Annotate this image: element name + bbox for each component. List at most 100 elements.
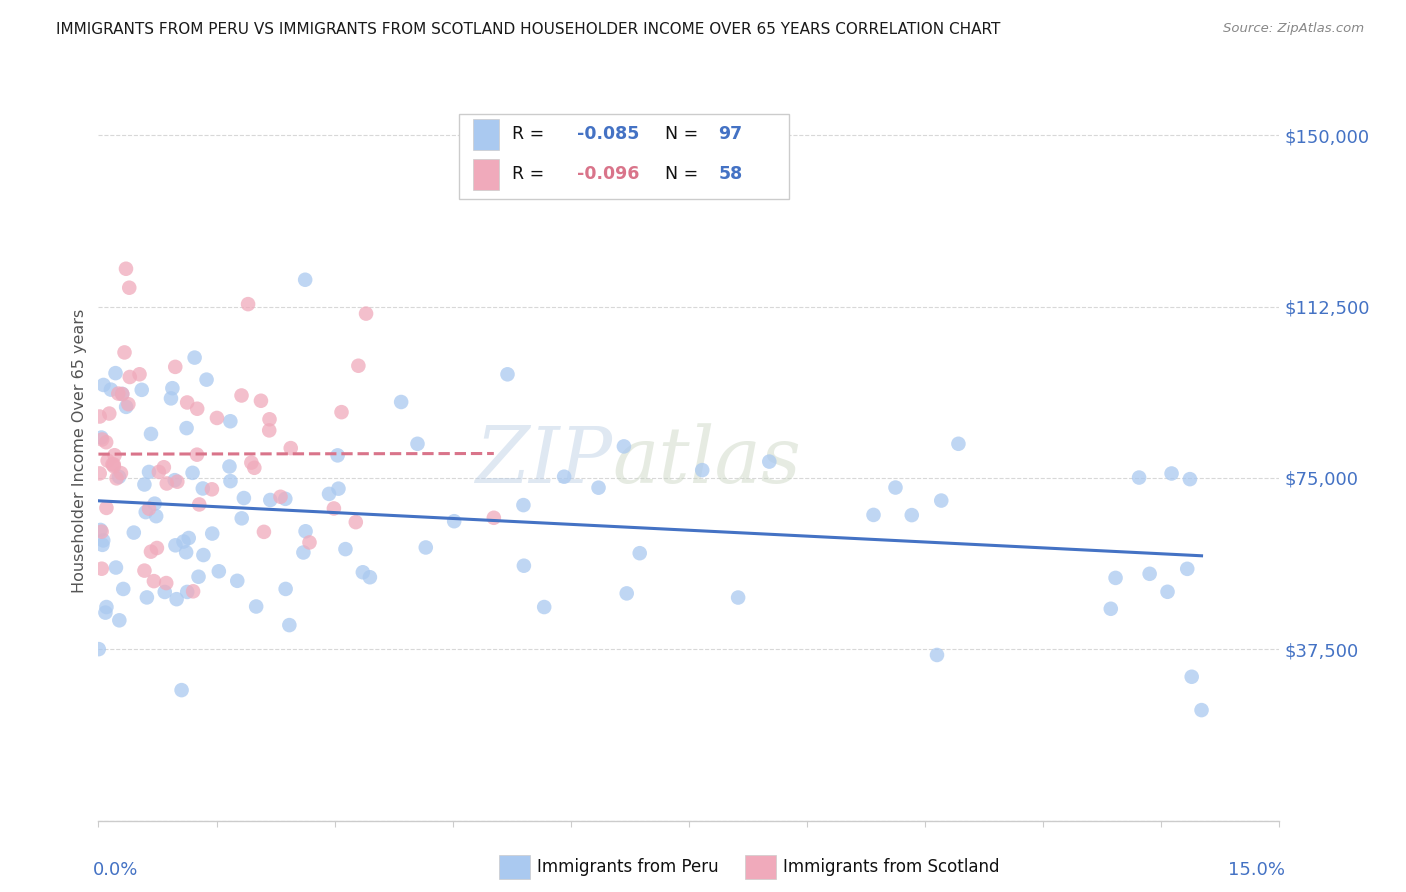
Point [232, 491, 254, 505]
Text: ZIP: ZIP [475, 424, 612, 500]
Point [98, 407, 121, 421]
Point [115, 400, 138, 414]
Point [513, 558, 536, 573]
Point [533, 600, 555, 615]
Point [1099, 601, 1122, 615]
Point [138, 501, 160, 516]
Point [900, 508, 922, 522]
Point [294, 273, 316, 287]
Point [259, 412, 281, 426]
Text: Source: ZipAtlas.com: Source: ZipAtlas.com [1223, 22, 1364, 36]
Point [114, 345, 136, 359]
Point [219, 474, 242, 488]
Point [274, 491, 297, 506]
Point [278, 618, 301, 632]
Point [101, 458, 124, 472]
Point [344, 515, 367, 529]
Point [176, 421, 198, 435]
Point [188, 498, 211, 512]
Point [925, 648, 948, 662]
Point [253, 524, 276, 539]
Point [274, 582, 297, 596]
Point [90, 431, 112, 445]
Point [139, 426, 162, 441]
Point [94, 606, 117, 620]
Text: Immigrants from Peru: Immigrants from Peru [537, 858, 718, 876]
Point [187, 570, 209, 584]
Point [155, 576, 177, 591]
Point [231, 511, 253, 525]
Point [1156, 584, 1178, 599]
Point [298, 535, 321, 549]
Point [148, 465, 170, 479]
Text: 58: 58 [718, 165, 742, 183]
Point [128, 368, 150, 382]
Point [91, 538, 114, 552]
Point [118, 370, 141, 384]
Point [111, 387, 134, 401]
Point [352, 566, 374, 580]
Point [135, 591, 157, 605]
FancyBboxPatch shape [458, 113, 789, 199]
Point [1175, 562, 1198, 576]
Point [166, 592, 188, 607]
Point [162, 381, 184, 395]
Point [134, 564, 156, 578]
Point [335, 542, 357, 557]
Point [1178, 472, 1201, 486]
Point [195, 373, 218, 387]
Point [176, 585, 198, 599]
Point [89, 467, 111, 481]
Text: N =: N = [665, 126, 704, 144]
Text: 15.0%: 15.0% [1229, 862, 1285, 880]
Point [218, 459, 240, 474]
Point [100, 383, 122, 397]
Point [112, 582, 135, 596]
Point [330, 405, 353, 419]
Text: 97: 97 [718, 126, 742, 144]
Point [186, 448, 208, 462]
Point [108, 470, 131, 484]
Point [243, 460, 266, 475]
Point [146, 541, 169, 555]
Point [122, 525, 145, 540]
Point [87, 642, 110, 657]
Point [613, 439, 636, 453]
Point [250, 393, 273, 408]
Text: -0.096: -0.096 [576, 165, 640, 183]
Point [862, 508, 884, 522]
Point [727, 591, 749, 605]
Point [205, 411, 228, 425]
Point [110, 466, 132, 480]
Point [884, 481, 907, 495]
Point [131, 383, 153, 397]
Point [165, 538, 187, 552]
Point [117, 397, 139, 411]
Point [135, 505, 157, 519]
Point [143, 497, 166, 511]
Text: IMMIGRANTS FROM PERU VS IMMIGRANTS FROM SCOTLAND HOUSEHOLDER INCOME OVER 65 YEAR: IMMIGRANTS FROM PERU VS IMMIGRANTS FROM … [56, 22, 1001, 37]
Point [118, 281, 141, 295]
Point [616, 586, 638, 600]
Point [181, 466, 204, 480]
Point [1160, 467, 1182, 481]
Point [929, 493, 952, 508]
Point [1104, 571, 1126, 585]
Point [115, 261, 138, 276]
Point [347, 359, 370, 373]
Point [142, 574, 165, 588]
Point [389, 395, 412, 409]
Point [270, 490, 292, 504]
Point [322, 501, 344, 516]
Point [553, 469, 575, 483]
Point [138, 465, 160, 479]
Point [259, 493, 281, 508]
Point [186, 401, 208, 416]
Point [201, 526, 224, 541]
Point [97, 453, 120, 467]
Point [107, 386, 129, 401]
Point [758, 454, 780, 468]
Text: -0.085: -0.085 [576, 126, 640, 144]
Point [226, 574, 249, 588]
Point [160, 392, 183, 406]
